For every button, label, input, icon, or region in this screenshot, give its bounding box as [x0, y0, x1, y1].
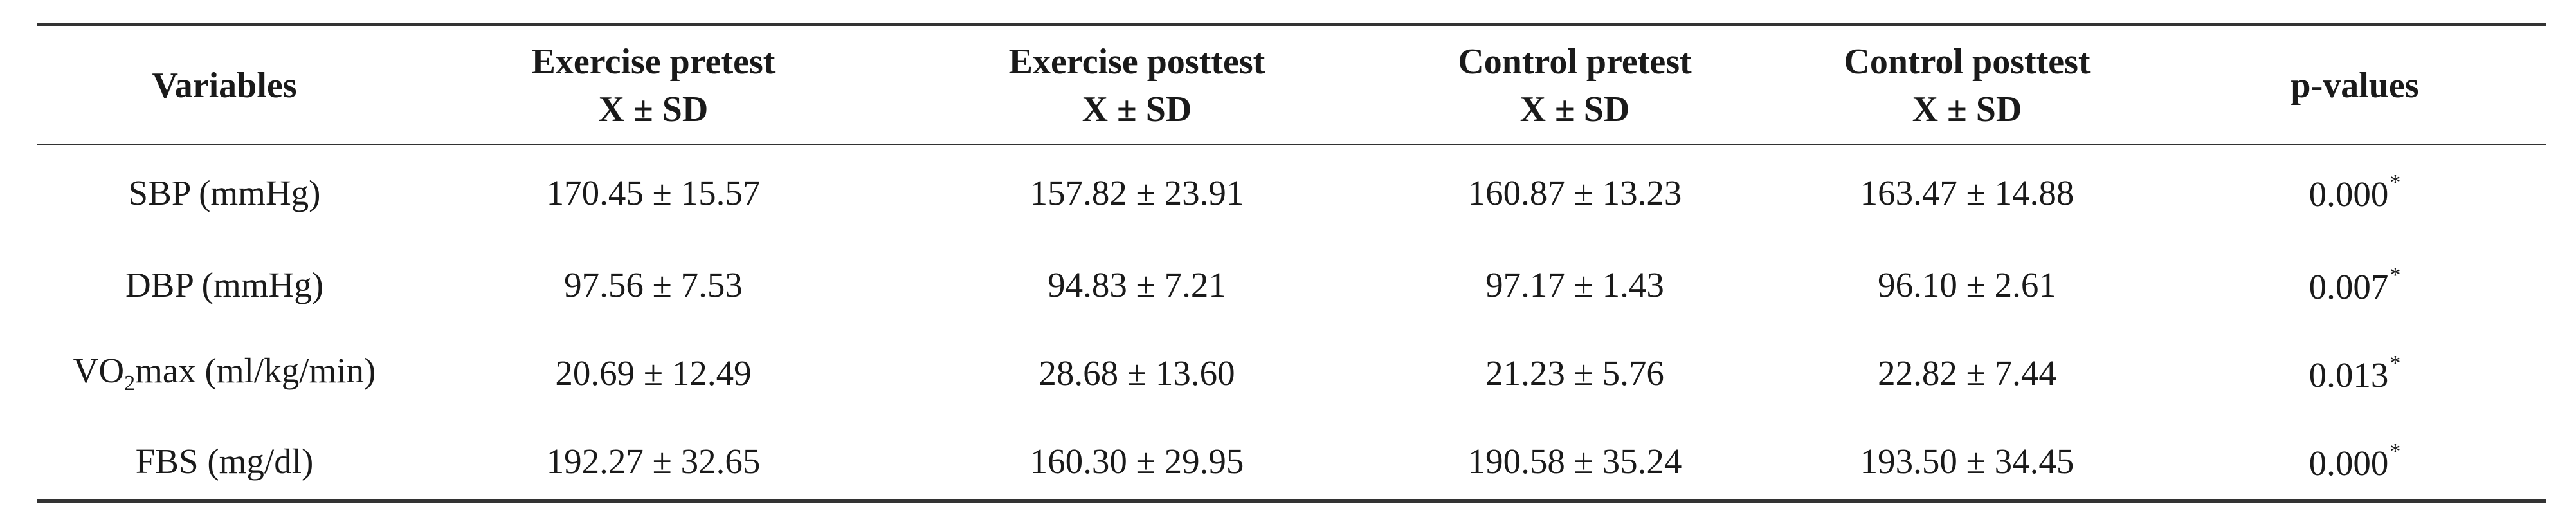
variable-label-subscript: 2	[124, 371, 136, 395]
value: 190.58 ± 35.24	[1467, 442, 1682, 481]
variable-label-suffix: max (ml/kg/min)	[135, 351, 376, 390]
header-exercise-posttest: Exercise posttest X ± SD	[895, 26, 1379, 144]
value: 28.68 ± 13.60	[1039, 353, 1235, 393]
header-control-posttest-stat: X ± SD	[1912, 89, 2022, 129]
cell-exercise-pretest: 20.69 ± 12.49	[412, 329, 895, 417]
header-row: Variables Exercise pretest X ± SD Exerci…	[37, 26, 2546, 144]
variable-label: SBP (mmHg)	[128, 172, 321, 212]
header-variables-label: Variables	[152, 65, 297, 106]
p-value: 0.013	[2308, 355, 2389, 395]
value: 97.56 ± 7.53	[564, 265, 743, 304]
value: 20.69 ± 12.49	[555, 353, 752, 393]
cell-exercise-posttest: 28.68 ± 13.60	[895, 329, 1379, 417]
header-control-posttest-title: Control posttest	[1844, 41, 2091, 82]
value: 96.10 ± 2.61	[1878, 265, 2056, 304]
cell-exercise-posttest: 94.83 ± 7.21	[895, 241, 1379, 329]
value: 170.45 ± 15.57	[546, 172, 761, 212]
table-row-dbp: DBP (mmHg) 97.56 ± 7.53 94.83 ± 7.21 97.…	[37, 241, 2546, 329]
header-control-posttest: Control posttest X ± SD	[1771, 26, 2163, 144]
table-row-vo2max: VO2max (ml/kg/min) 20.69 ± 12.49 28.68 ±…	[37, 329, 2546, 417]
table-bottom-rule	[37, 499, 2546, 503]
cell-variable: DBP (mmHg)	[37, 241, 412, 329]
value: 21.23 ± 5.76	[1485, 353, 1664, 393]
value: 160.87 ± 13.23	[1467, 172, 1682, 212]
variable-label: FBS (mg/dl)	[135, 442, 314, 481]
table-top-rule	[37, 23, 2546, 26]
table-row-fbs: FBS (mg/dl) 192.27 ± 32.65 160.30 ± 29.9…	[37, 417, 2546, 505]
table-row-sbp: SBP (mmHg) 170.45 ± 15.57 157.82 ± 23.91…	[37, 144, 2546, 241]
value: 193.50 ± 34.45	[1860, 442, 2074, 481]
cell-variable: SBP (mmHg)	[37, 144, 412, 241]
significance-mark: *	[2390, 351, 2401, 375]
value: 97.17 ± 1.43	[1485, 265, 1664, 304]
significance-mark: *	[2390, 171, 2401, 194]
significance-mark: *	[2390, 439, 2401, 463]
cell-exercise-pretest: 192.27 ± 32.65	[412, 417, 895, 505]
header-p-values: p-values	[2163, 26, 2546, 144]
header-control-pretest-stat: X ± SD	[1519, 89, 1630, 129]
value: 94.83 ± 7.21	[1048, 265, 1226, 304]
header-exercise-posttest-title: Exercise posttest	[1008, 41, 1265, 82]
cell-p-value: 0.000*	[2163, 144, 2546, 241]
value: 157.82 ± 23.91	[1029, 172, 1244, 212]
cell-p-value: 0.007*	[2163, 241, 2546, 329]
header-p-values-label: p-values	[2290, 65, 2419, 106]
cell-exercise-pretest: 170.45 ± 15.57	[412, 144, 895, 241]
cell-exercise-posttest: 157.82 ± 23.91	[895, 144, 1379, 241]
p-value: 0.000	[2308, 443, 2389, 483]
header-exercise-posttest-stat: X ± SD	[1082, 89, 1192, 129]
table-header-rule	[37, 144, 2546, 145]
p-value: 0.007	[2308, 266, 2389, 306]
cell-control-pretest: 190.58 ± 35.24	[1379, 417, 1771, 505]
header-control-pretest: Control pretest X ± SD	[1379, 26, 1771, 144]
data-table: Variables Exercise pretest X ± SD Exerci…	[37, 26, 2546, 505]
cell-control-pretest: 160.87 ± 13.23	[1379, 144, 1771, 241]
cell-control-pretest: 97.17 ± 1.43	[1379, 241, 1771, 329]
header-exercise-pretest-stat: X ± SD	[598, 89, 709, 129]
value: 160.30 ± 29.95	[1029, 442, 1244, 481]
cell-exercise-pretest: 97.56 ± 7.53	[412, 241, 895, 329]
cell-p-value: 0.000*	[2163, 417, 2546, 505]
value: 192.27 ± 32.65	[546, 442, 761, 481]
variable-label-prefix: VO	[73, 351, 125, 390]
cell-control-posttest: 163.47 ± 14.88	[1771, 144, 2163, 241]
cell-control-pretest: 21.23 ± 5.76	[1379, 329, 1771, 417]
cell-variable: VO2max (ml/kg/min)	[37, 329, 412, 417]
cell-control-posttest: 22.82 ± 7.44	[1771, 329, 2163, 417]
p-value: 0.000	[2308, 174, 2389, 214]
cell-control-posttest: 193.50 ± 34.45	[1771, 417, 2163, 505]
header-exercise-pretest: Exercise pretest X ± SD	[412, 26, 895, 144]
cell-control-posttest: 96.10 ± 2.61	[1771, 241, 2163, 329]
significance-mark: *	[2390, 263, 2401, 287]
header-control-pretest-title: Control pretest	[1458, 41, 1692, 82]
cell-p-value: 0.013*	[2163, 329, 2546, 417]
value: 22.82 ± 7.44	[1878, 353, 2056, 393]
header-exercise-pretest-title: Exercise pretest	[531, 41, 776, 82]
cell-exercise-posttest: 160.30 ± 29.95	[895, 417, 1379, 505]
cell-variable: FBS (mg/dl)	[37, 417, 412, 505]
results-table: Variables Exercise pretest X ± SD Exerci…	[37, 0, 2546, 522]
value: 163.47 ± 14.88	[1860, 172, 2074, 212]
variable-label: DBP (mmHg)	[125, 265, 324, 304]
header-variables: Variables	[37, 26, 412, 144]
